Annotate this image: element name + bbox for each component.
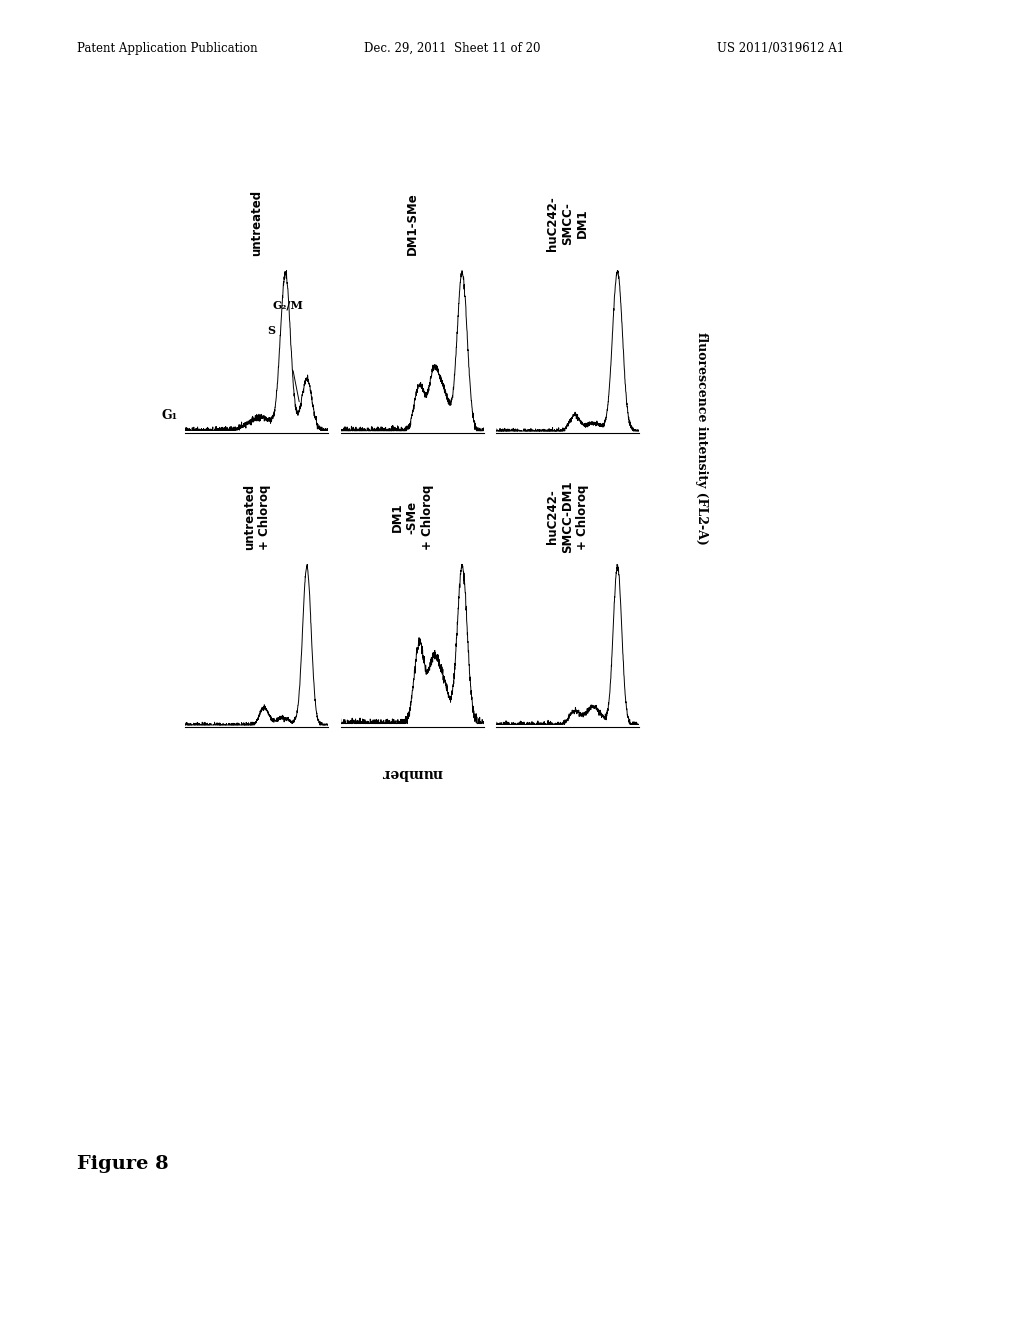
Text: untreated
+ Chloroq: untreated + Chloroq <box>243 484 271 550</box>
Text: fluorescence intensity (FL2-A): fluorescence intensity (FL2-A) <box>695 333 708 545</box>
Text: Patent Application Publication: Patent Application Publication <box>77 42 257 55</box>
Text: huC242-
SMCC-
DM1: huC242- SMCC- DM1 <box>546 195 589 251</box>
Text: Dec. 29, 2011  Sheet 11 of 20: Dec. 29, 2011 Sheet 11 of 20 <box>364 42 540 55</box>
Text: S: S <box>267 325 275 337</box>
Text: US 2011/0319612 A1: US 2011/0319612 A1 <box>717 42 844 55</box>
Text: G₁: G₁ <box>161 409 177 422</box>
Text: DM1
-SMe
+ Chloroq: DM1 -SMe + Chloroq <box>391 484 433 549</box>
Text: number: number <box>382 766 442 780</box>
Text: G₂/M: G₂/M <box>272 300 304 310</box>
Text: huC242-
SMCC-DM1
+ Chloroq: huC242- SMCC-DM1 + Chloroq <box>546 480 589 553</box>
Text: untreated: untreated <box>250 190 263 256</box>
Text: DM1-SMe: DM1-SMe <box>406 191 419 255</box>
Text: Figure 8: Figure 8 <box>77 1155 168 1173</box>
